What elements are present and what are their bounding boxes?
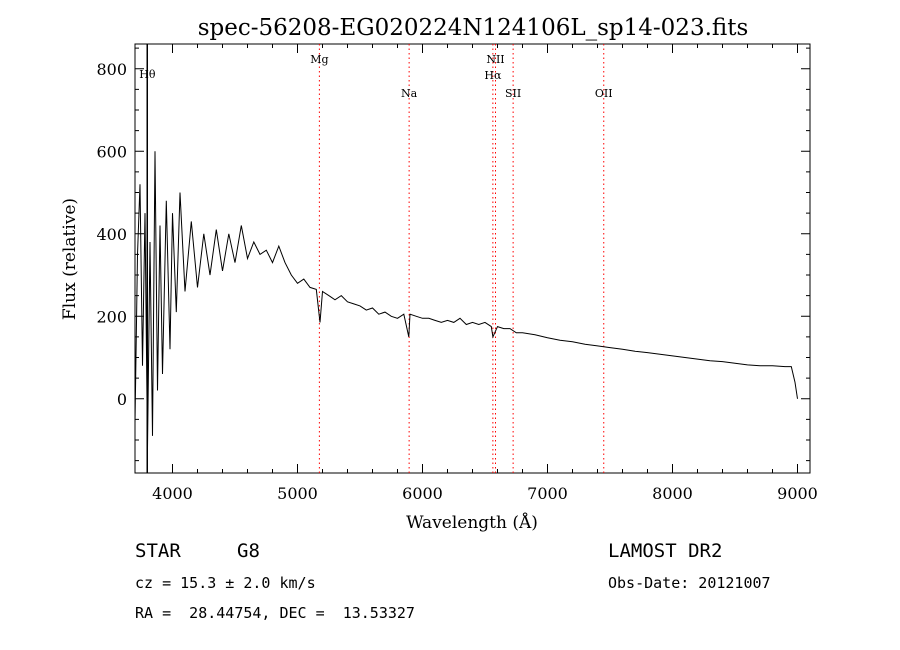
- line-marker-label: OII: [595, 87, 613, 100]
- coordinates: RA = 28.44754, DEC = 13.53327: [135, 604, 415, 622]
- survey-name: LAMOST DR2: [608, 540, 723, 562]
- x-tick-label: 9000: [777, 484, 818, 503]
- spectrum-line: [134, 151, 798, 449]
- object-subclass: G8: [237, 540, 260, 562]
- chart-title: spec-56208-EG020224N124106L_sp14-023.fit…: [198, 15, 749, 41]
- line-marker-label: NII: [486, 53, 504, 66]
- y-tick-label: 400: [96, 225, 127, 244]
- x-tick-label: 5000: [277, 484, 318, 503]
- y-tick-label: 600: [96, 142, 127, 161]
- line-marker-label: SII: [505, 87, 521, 100]
- object-class: STAR: [135, 540, 181, 562]
- y-tick-label: 0: [117, 390, 127, 409]
- obs-date: Obs-Date: 20121007: [608, 574, 771, 592]
- line-marker-label: Na: [401, 87, 418, 100]
- line-marker-label: Hθ: [139, 68, 156, 81]
- x-tick-labels: 4000 5000 6000 7000 8000 9000: [152, 484, 818, 503]
- y-tick-labels: 0 200 400 600 800: [96, 60, 127, 409]
- x-tick-label: 8000: [652, 484, 693, 503]
- x-tick-label: 4000: [152, 484, 193, 503]
- x-axis-label: Wavelength (Å): [406, 512, 538, 533]
- x-tick-label: 6000: [402, 484, 443, 503]
- line-marker-label: Mg: [310, 53, 328, 66]
- y-axis-label: Flux (relative): [60, 198, 80, 320]
- plot-frame: [134, 43, 811, 474]
- axis-ticks: [135, 44, 810, 473]
- y-tick-label: 800: [96, 60, 127, 79]
- line-marker-label: Hα: [484, 69, 502, 82]
- redshift-value: cz = 15.3 ± 2.0 km/s: [135, 574, 316, 592]
- y-tick-label: 200: [96, 307, 127, 326]
- x-tick-label: 7000: [527, 484, 568, 503]
